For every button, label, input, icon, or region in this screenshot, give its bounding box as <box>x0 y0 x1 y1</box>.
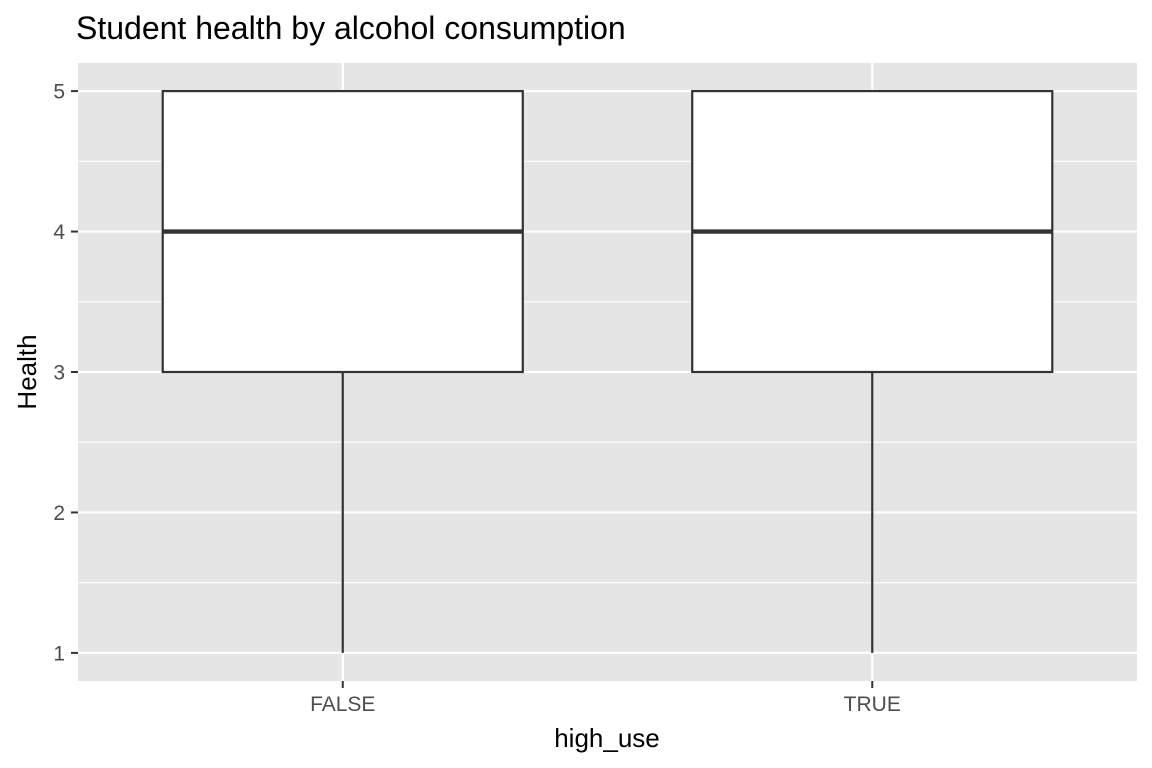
y-tick-label: 3 <box>53 362 65 385</box>
y-tick-label: 4 <box>53 221 65 244</box>
box-false <box>161 89 524 653</box>
boxes <box>161 89 1054 653</box>
x-tick-label: FALSE <box>310 693 375 716</box>
chart-title: Student health by alcohol consumption <box>76 10 626 46</box>
y-tick-label: 2 <box>53 502 65 525</box>
box-true <box>691 89 1054 653</box>
y-tick-label: 5 <box>53 81 65 104</box>
axes: 1 2 3 4 5 FALSE TRUE <box>53 81 901 716</box>
y-tick-label: 1 <box>53 642 65 665</box>
x-axis-title: high_use <box>554 723 660 753</box>
x-tick-label: TRUE <box>844 693 901 716</box>
y-axis-title: Health <box>12 334 42 409</box>
